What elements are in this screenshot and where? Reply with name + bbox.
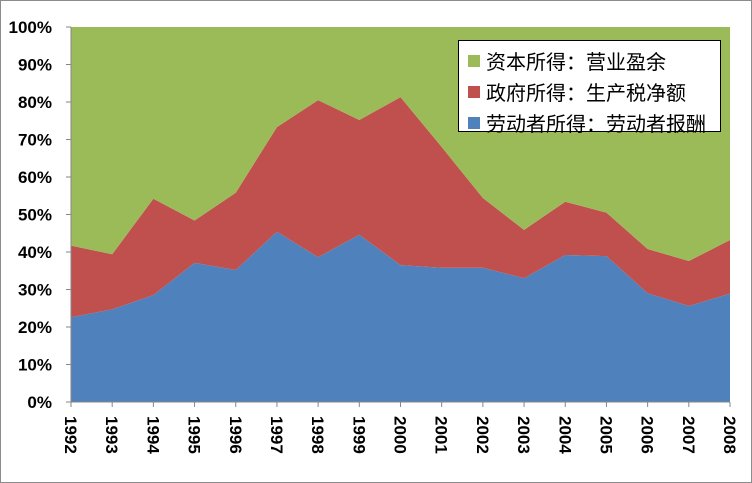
x-tick-label: 2006 [638, 416, 657, 454]
x-tick-label: 2002 [473, 416, 492, 454]
legend-label-government: 政府所得：生产税净额 [486, 81, 686, 105]
legend-item-labor: 劳动者所得：劳动者报酬 [468, 107, 720, 138]
x-tick-label: 2003 [514, 416, 533, 454]
legend-label-capital: 资本所得：营业盈余 [486, 50, 666, 74]
area-labor [71, 231, 730, 402]
x-tick-label: 1992 [61, 416, 80, 454]
x-tick-label: 2001 [432, 416, 451, 454]
x-tick-label: 1996 [226, 416, 245, 454]
legend-swatch-labor [468, 116, 480, 129]
x-tick-label: 1997 [267, 416, 286, 454]
legend: 资本所得：营业盈余 政府所得：生产税净额 劳动者所得：劳动者报酬 [458, 40, 721, 136]
y-tick-label: 100% [9, 18, 52, 37]
x-tick-label: 2004 [555, 416, 574, 454]
legend-item-government: 政府所得：生产税净额 [468, 76, 720, 107]
legend-swatch-government [468, 85, 480, 98]
legend-swatch-capital [468, 54, 480, 67]
x-tick-label: 1999 [349, 416, 368, 454]
legend-label-labor: 劳动者所得：劳动者报酬 [486, 112, 706, 136]
y-tick-label: 90% [18, 56, 52, 75]
y-tick-label: 30% [18, 281, 52, 300]
y-tick-label: 10% [18, 356, 52, 375]
x-tick-label: 1994 [143, 416, 162, 454]
x-tick-label: 2008 [720, 416, 739, 454]
x-tick-label: 1998 [308, 416, 327, 454]
x-tick-label: 2007 [679, 416, 698, 454]
y-tick-label: 40% [18, 243, 52, 262]
y-tick-label: 50% [18, 206, 52, 225]
x-tick-label: 1995 [185, 416, 204, 454]
y-tick-label: 80% [18, 93, 52, 112]
y-tick-label: 0% [27, 393, 52, 412]
y-tick-label: 20% [18, 318, 52, 337]
area-government [71, 97, 730, 318]
x-tick-label: 2005 [596, 416, 615, 454]
y-tick-label: 60% [18, 168, 52, 187]
y-tick-label: 70% [18, 131, 52, 150]
legend-item-capital: 资本所得：营业盈余 [468, 45, 720, 76]
x-tick-label: 2000 [391, 416, 410, 454]
x-tick-label: 1993 [102, 416, 121, 454]
